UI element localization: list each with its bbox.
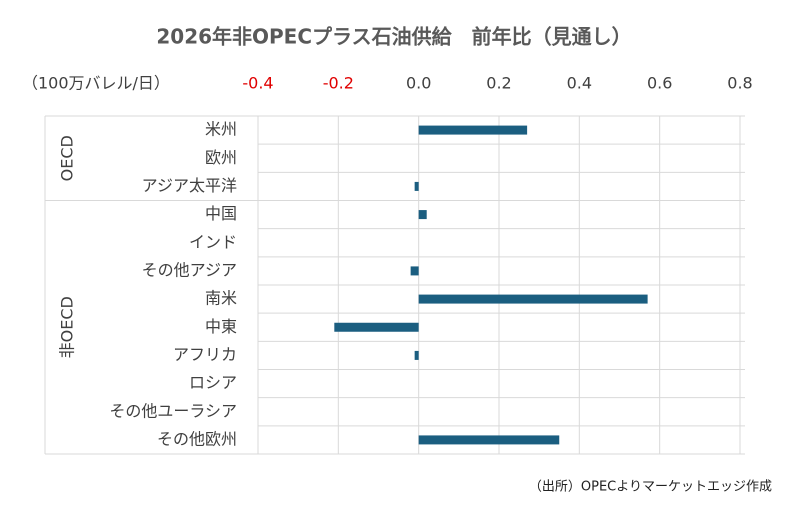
y-tick-label: ロシア <box>189 373 237 392</box>
y-tick-label: その他アジア <box>142 260 237 279</box>
y-tick-label: 南米 <box>205 289 237 308</box>
unit-label: （100万バレル/日） <box>22 74 170 93</box>
bar <box>418 210 427 220</box>
x-tick-label: 0.8 <box>727 74 752 93</box>
bar <box>418 435 560 445</box>
bar <box>418 294 648 304</box>
y-tick-label: その他ユーラシア <box>109 401 237 420</box>
group-label: 非OECD <box>58 296 77 358</box>
bar <box>418 125 528 135</box>
x-tick-label: -0.2 <box>323 74 354 93</box>
x-tick-label: 0.2 <box>486 74 511 93</box>
y-tick-label: 米州 <box>205 120 237 139</box>
y-tick-label: その他欧州 <box>157 429 237 448</box>
bar <box>334 322 419 332</box>
x-tick-label: -0.4 <box>242 74 273 93</box>
x-tick-label: 0.0 <box>406 74 431 93</box>
chart-title: 2026年非OPECプラス石油供給 前年比（見通し） <box>156 25 631 49</box>
bar <box>414 350 419 360</box>
y-tick-label: アジア太平洋 <box>142 176 237 195</box>
y-tick-label: アフリカ <box>173 345 237 364</box>
group-label: OECD <box>58 135 77 181</box>
bar <box>410 266 419 276</box>
source-note: （出所）OPECよりマーケットエッジ作成 <box>529 480 772 495</box>
y-tick-label: 中東 <box>205 317 237 336</box>
y-tick-label: 中国 <box>205 204 237 223</box>
x-tick-label: 0.6 <box>647 74 672 93</box>
y-tick-label: インド <box>189 232 237 251</box>
x-tick-label: 0.4 <box>567 74 592 93</box>
y-tick-label: 欧州 <box>205 148 237 167</box>
bar <box>414 181 419 191</box>
